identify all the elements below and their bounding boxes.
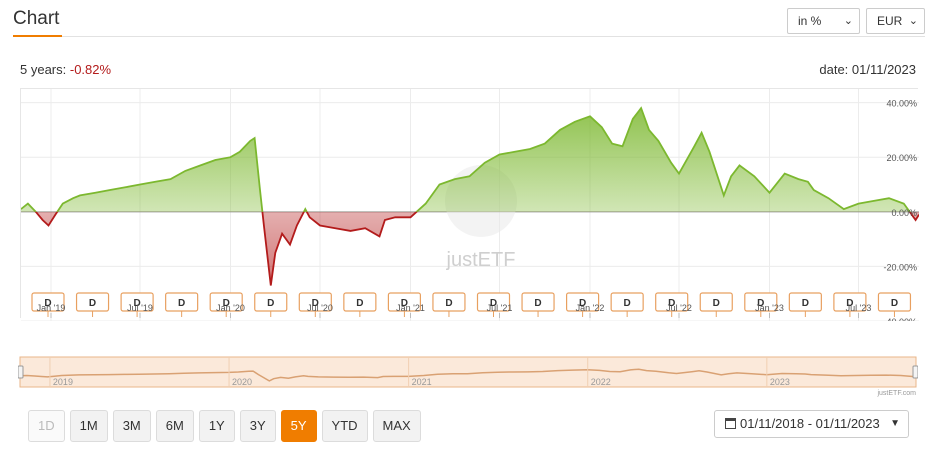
navigator-credit: justETF.com [876,390,916,397]
dividend-marker-label: D [891,298,898,309]
x-tick-label: Jul '19 [127,303,153,313]
x-tick-label: Jul '20 [307,303,333,313]
navigator-series-line [19,368,917,382]
x-tick-label: Jul '21 [487,303,513,313]
dividend-marker[interactable]: D [343,292,377,317]
range-button-5y[interactable]: 5Y [280,410,317,442]
dividend-marker[interactable]: D [788,292,822,317]
title-underline [13,35,62,37]
display-mode-select[interactable]: in % ⌄ [787,8,860,34]
dividend-marker-label: D [445,298,452,309]
display-mode-value: in % [798,14,822,28]
range-button-1d[interactable]: 1D [28,410,65,442]
navigator-right-handle[interactable] [912,365,919,379]
dividend-marker[interactable]: D [699,292,733,317]
dividend-marker[interactable]: D [120,292,154,317]
dividend-marker-label: D [490,298,497,309]
dividend-marker[interactable]: D [209,292,243,317]
x-tick-label: Jan '22 [576,303,605,313]
calendar-icon [725,418,736,429]
x-tick-label: Jan '19 [37,303,66,313]
dividend-marker[interactable]: D [31,292,65,317]
dividend-marker[interactable]: D [165,292,199,317]
x-tick-label: Jul '22 [666,303,692,313]
dividend-marker[interactable]: D [521,292,555,317]
navigator-year-label: 2019 [53,377,73,387]
caret-down-icon: ⌄ [843,15,853,27]
dividend-marker[interactable]: D [75,292,110,317]
navigator-year-label: 2023 [770,377,790,387]
dividend-marker-label: D [312,298,319,309]
dividend-marker-label: D [846,298,853,309]
page-title: Chart [13,8,60,29]
performance-line-positive [21,106,911,212]
dividend-marker-label: D [89,298,96,309]
dividend-marker-label: D [579,298,586,309]
period-label: 5 years: [20,62,70,77]
dividend-marker[interactable]: D [298,292,332,317]
currency-select[interactable]: EUR ⌄ [866,8,925,34]
performance-chart-svg: justETF D D D D D D D D D D D D D D D D D D D D 40.00% 20.00… [21,89,919,327]
x-tick-label: Jan '23 [755,303,784,313]
dividend-marker[interactable]: D [565,292,600,317]
caret-down-icon: ⌄ [908,15,918,27]
navigator-year-label: 2022 [591,377,611,387]
range-button-1y[interactable]: 1Y [198,410,235,442]
date-label: date: 01/11/2023 [819,62,916,77]
range-button-3y[interactable]: 3Y [239,410,276,442]
y-tick-label: -40.00% [883,317,917,321]
range-button-group: 1D 1M 3M 6M 1Y 3Y 5Y YTD MAX [28,410,421,442]
y-tick-label: 0.00% [891,208,917,218]
dividend-marker[interactable]: D [833,292,867,317]
dividend-marker-label: D [356,298,363,309]
performance-chart[interactable]: justETF D D D D D D D D D D D D D D D D D D D D 40.00% 20.00… [20,88,919,327]
dividend-marker[interactable]: D [744,292,778,317]
dividend-marker[interactable]: D [432,292,466,317]
dividend-marker-label: D [757,298,764,309]
header-divider [13,36,925,37]
range-button-ytd[interactable]: YTD [321,410,368,442]
y-tick-label: 40.00% [886,99,917,109]
x-tick-label: Jan '20 [216,303,245,313]
dividend-marker[interactable]: D [476,292,511,317]
navigator-svg: 2019 2020 2021 2022 2023 justETF.com [17,356,919,397]
performance-summary: 5 years: -0.82% [20,62,111,77]
dividend-marker-label: D [624,298,631,309]
dividend-marker-label: D [713,298,720,309]
dividend-marker[interactable]: D [387,292,421,317]
range-button-1m[interactable]: 1M [69,410,108,442]
dividend-marker[interactable]: D [254,292,288,317]
navigator-year-label: 2020 [232,377,252,387]
y-tick-label: 20.00% [886,153,917,163]
dividend-marker-label: D [534,298,541,309]
caret-down-icon: ▼ [890,418,900,429]
dividend-marker-label: D [267,298,274,309]
navigator-year-label: 2021 [412,377,432,387]
dividend-marker-label: D [668,298,675,309]
date-range-value: 01/11/2018 - 01/11/2023 [740,416,880,431]
x-tick-label: Jul '23 [846,303,872,313]
x-tick-label: Jan '21 [396,303,425,313]
range-button-max[interactable]: MAX [372,410,421,442]
dividend-marker-label: D [802,298,809,309]
dividend-marker-label: D [178,298,185,309]
performance-value: -0.82% [69,62,112,77]
currency-value: EUR [877,14,903,28]
dividend-marker-label: D [44,298,51,309]
navigator-left-handle[interactable] [17,365,24,379]
range-button-3m[interactable]: 3M [112,410,151,442]
dividend-marker[interactable]: D [655,292,689,317]
dividend-marker[interactable]: D [610,292,644,317]
dividend-marker-label: D [401,298,408,309]
dividend-marker[interactable]: D [877,292,912,317]
y-tick-label: -20.00% [883,262,917,272]
positive-area [21,108,910,212]
dividend-marker-label: D [133,298,140,309]
watermark-text: justETF [446,249,516,271]
range-navigator[interactable]: 2019 2020 2021 2022 2023 justETF.com [17,356,919,398]
dividend-marker-label: D [223,298,230,309]
chart-header: Chart in % ⌄ EUR ⌄ [0,0,930,40]
date-range-picker[interactable]: 01/11/2018 - 01/11/2023 ▼ [714,410,909,438]
range-button-6m[interactable]: 6M [155,410,194,442]
